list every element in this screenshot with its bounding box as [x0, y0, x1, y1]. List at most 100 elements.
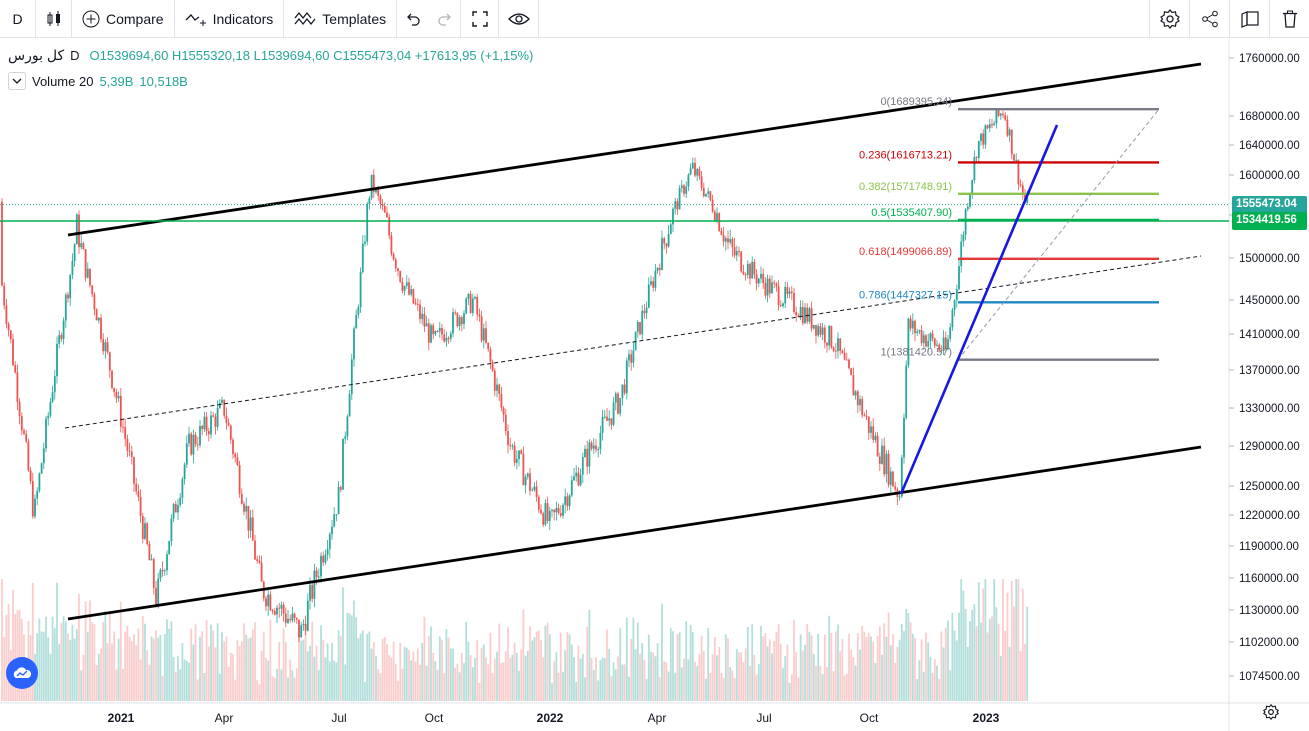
candle-body — [610, 418, 613, 425]
volume-bar — [135, 645, 138, 701]
settings-button[interactable] — [1149, 0, 1189, 38]
candle-body — [346, 416, 349, 437]
open-chart-button[interactable] — [1229, 0, 1269, 38]
candle-body — [958, 266, 960, 290]
share-button[interactable] — [1189, 0, 1229, 38]
candle-body — [1017, 159, 1020, 185]
volume-bar — [867, 632, 870, 701]
candle-body — [586, 448, 589, 467]
volume-bar — [999, 656, 1002, 701]
candle-body — [258, 560, 261, 563]
volume-bar — [124, 631, 127, 701]
chart-type-button[interactable] — [36, 0, 72, 38]
volume-bar — [801, 650, 804, 701]
volume-bar — [958, 612, 960, 701]
candle-body — [317, 576, 320, 578]
candle-body — [812, 325, 815, 329]
candle-body — [166, 554, 168, 571]
volume-bar — [84, 601, 87, 701]
interval-button[interactable]: D — [0, 0, 36, 38]
volume-bar — [795, 652, 798, 701]
volume-bar — [302, 639, 305, 701]
candle-body — [771, 282, 773, 294]
candle-body — [359, 271, 362, 308]
volume-bar — [370, 648, 373, 701]
snapshot-view-button[interactable] — [499, 0, 540, 38]
volume-bar — [100, 648, 102, 701]
fullscreen-button[interactable] — [461, 0, 500, 38]
compare-button[interactable]: Compare — [72, 0, 175, 38]
candle-body — [993, 123, 996, 126]
candle-body — [553, 509, 556, 513]
volume-bar — [804, 644, 806, 701]
volume-bar — [720, 672, 723, 701]
volume-bar — [146, 650, 149, 701]
candle-body — [597, 449, 600, 451]
candle-body — [236, 457, 239, 466]
volume-bar — [216, 623, 219, 701]
axis-settings-button[interactable] — [1262, 703, 1280, 725]
candle-body — [784, 286, 787, 304]
candle-body — [502, 407, 505, 415]
volume-bar — [229, 652, 232, 701]
candle-body — [482, 328, 485, 341]
candle-body — [168, 541, 171, 555]
volume-bar — [625, 617, 628, 701]
volume-bar — [379, 673, 382, 701]
candle-body — [421, 313, 424, 320]
candle-body — [513, 445, 516, 463]
volume-bar — [520, 649, 523, 701]
candle-body — [122, 426, 124, 428]
volume-bar — [419, 664, 421, 701]
candle-body — [920, 330, 923, 344]
candle-body — [260, 562, 263, 582]
tradingview-logo[interactable] — [6, 657, 38, 689]
time-tick-label: 2022 — [537, 711, 564, 725]
redo-button[interactable] — [429, 0, 462, 38]
volume-bar — [150, 636, 153, 701]
fullscreen-icon — [471, 10, 489, 28]
candle-body — [372, 174, 375, 193]
price-tick-label: 1370000.00 — [1239, 365, 1300, 377]
candle-body — [689, 168, 692, 175]
candle-body — [491, 361, 494, 371]
delete-button[interactable] — [1269, 0, 1309, 38]
volume-bar — [522, 609, 525, 701]
volume-bar — [234, 679, 237, 701]
volume-bar — [817, 633, 820, 701]
volume-bar — [885, 636, 888, 701]
undo-button[interactable] — [397, 0, 429, 38]
volume-bar — [676, 634, 679, 701]
volume-bar — [280, 669, 283, 701]
chart-area[interactable]: 0(1689395.24) 0.236(1616713.21) 0.382(1571… — [0, 39, 1309, 731]
price-tick-label: 1600000.00 — [1239, 170, 1300, 182]
volume-bar — [423, 616, 426, 701]
volume-bar — [991, 616, 993, 701]
templates-button[interactable]: Templates — [284, 0, 398, 38]
volume-bar — [284, 642, 287, 701]
candle-body — [874, 435, 877, 440]
candle-body — [520, 450, 523, 454]
volume-bar — [386, 643, 388, 701]
volume-bar — [172, 656, 175, 701]
volume-bar — [185, 660, 188, 701]
volume-bar — [247, 638, 250, 701]
candle-body — [188, 433, 190, 444]
candle-body — [823, 327, 826, 343]
candle-body — [82, 243, 85, 250]
collapse-legend-button[interactable] — [8, 72, 26, 90]
candle-body — [936, 344, 938, 346]
volume-bar — [826, 667, 828, 701]
candle-body — [7, 323, 10, 331]
candle-body — [144, 523, 146, 539]
volume-bar — [377, 669, 380, 701]
indicators-button[interactable]: Indicators — [175, 0, 285, 38]
candle-body — [850, 368, 853, 376]
candle-body — [379, 195, 382, 204]
volume-bar — [117, 638, 120, 701]
price-chart[interactable]: 0(1689395.24) 0.236(1616713.21) 0.382(1571… — [0, 39, 1309, 731]
candle-body — [467, 293, 470, 299]
candle-body — [348, 394, 351, 417]
candle-body — [977, 140, 980, 159]
candle-body — [324, 554, 327, 563]
